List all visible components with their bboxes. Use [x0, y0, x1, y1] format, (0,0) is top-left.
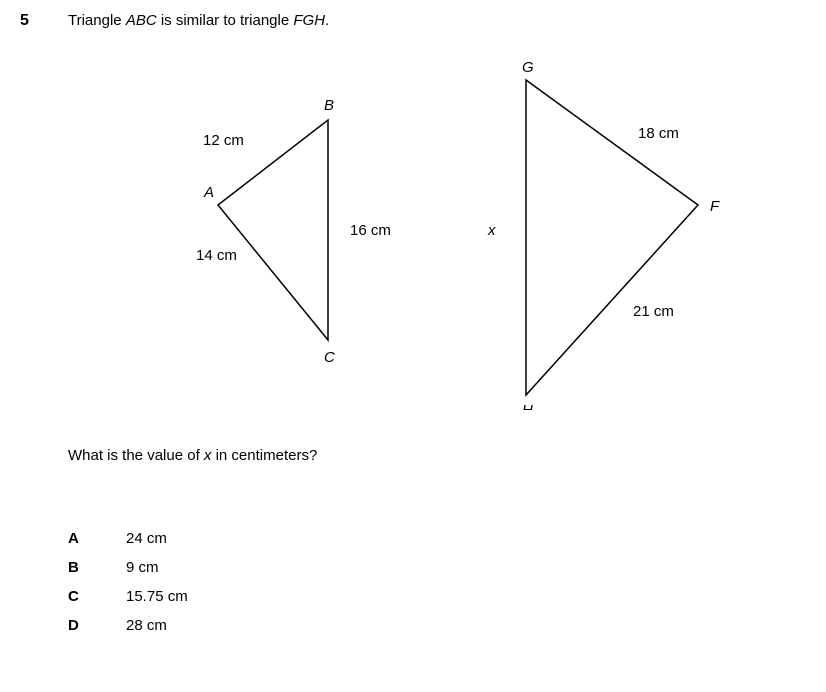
choice-letter: A — [68, 530, 126, 547]
choice-text: 9 cm — [126, 559, 159, 576]
prompt-prefix: What is the value of — [68, 447, 204, 464]
side-AB-label: 12 cm — [203, 132, 244, 149]
page: 5 Triangle ABC is similar to triangle FG… — [0, 0, 826, 692]
side-GF-label: 18 cm — [638, 125, 679, 142]
choice-text: 28 cm — [126, 617, 167, 634]
question-prompt: What is the value of x in centimeters? — [68, 447, 317, 464]
figure-svg: A B C 12 cm 14 cm 16 cm G H F 18 cm 21 cm x — [68, 60, 748, 410]
choice-text: 24 cm — [126, 530, 167, 547]
vertex-A: A — [203, 184, 214, 201]
question-number: 5 — [20, 12, 29, 30]
stem-triangle-2: FGH — [293, 12, 325, 29]
vertex-C: C — [324, 349, 335, 366]
choice-row: B 9 cm — [68, 559, 188, 576]
choice-row: A 24 cm — [68, 530, 188, 547]
stem-prefix: Triangle — [68, 12, 126, 29]
vertex-H: H — [522, 402, 533, 410]
stem-triangle-1: ABC — [126, 12, 157, 29]
choice-letter: C — [68, 588, 126, 605]
triangle-abc — [218, 120, 328, 340]
vertex-B: B — [324, 97, 334, 114]
stem-suffix: . — [325, 12, 329, 29]
answer-choices: A 24 cm B 9 cm C 15.75 cm D 28 cm — [68, 530, 188, 646]
vertex-G: G — [522, 60, 534, 76]
stem-mid: is similar to triangle — [157, 12, 294, 29]
figure: A B C 12 cm 14 cm 16 cm G H F 18 cm 21 cm x — [68, 60, 748, 410]
choice-row: C 15.75 cm — [68, 588, 188, 605]
prompt-suffix: in centimeters? — [211, 447, 317, 464]
side-HF-label: 21 cm — [633, 303, 674, 320]
choice-text: 15.75 cm — [126, 588, 188, 605]
choice-letter: D — [68, 617, 126, 634]
choice-row: D 28 cm — [68, 617, 188, 634]
question-stem: Triangle ABC is similar to triangle FGH. — [68, 12, 329, 29]
side-BC-label: 16 cm — [350, 222, 391, 239]
vertex-F: F — [710, 198, 720, 215]
choice-letter: B — [68, 559, 126, 576]
side-GH-label: x — [487, 222, 496, 239]
side-AC-label: 14 cm — [196, 247, 237, 264]
